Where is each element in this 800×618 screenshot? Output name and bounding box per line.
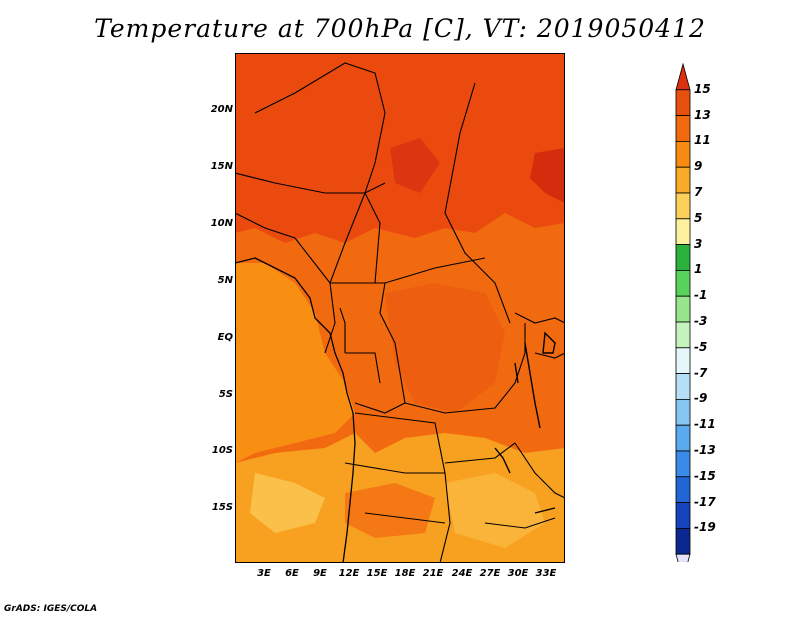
colorbar-top-arrow xyxy=(675,62,691,91)
colorbar-box xyxy=(675,476,691,503)
colorbar-label: -19 xyxy=(694,520,716,535)
lon-tick: 6E xyxy=(285,568,299,579)
lakes xyxy=(494,331,556,514)
lat-tick: EQ xyxy=(217,332,233,343)
field-west-cool xyxy=(235,263,355,463)
colorbar-box xyxy=(675,373,691,400)
colorbar-label: 7 xyxy=(694,185,703,199)
colorbar-box xyxy=(675,218,691,246)
colorbar-label: 11 xyxy=(694,133,711,148)
colorbar-box xyxy=(675,166,691,194)
colorbar-box xyxy=(675,321,691,349)
colorbar-box xyxy=(675,141,691,168)
colorbar-label: 1 xyxy=(694,262,703,277)
credit-text: GrADS: IGES/COLA xyxy=(4,604,98,614)
field-southeast-pale xyxy=(445,473,545,548)
colorbar-box xyxy=(675,244,691,271)
lon-tick: 24E xyxy=(451,568,473,579)
colorbar-label: -13 xyxy=(694,443,716,457)
colorbar-box xyxy=(675,450,691,478)
colorbar-box xyxy=(675,527,691,555)
lon-tick: 18E xyxy=(394,568,416,579)
lat-tick: 15N xyxy=(210,161,233,172)
colorbar-box xyxy=(675,192,691,220)
lon-tick: 30E xyxy=(507,568,529,579)
temperature-map xyxy=(235,53,565,563)
colorbar-label: -5 xyxy=(694,339,708,354)
lat-tick: 15S xyxy=(211,502,233,513)
map-frame xyxy=(235,53,565,563)
lat-tick: 5N xyxy=(217,275,233,286)
colorbar-box xyxy=(675,347,691,374)
colorbar-box xyxy=(675,424,691,452)
colorbar-label: -15 xyxy=(694,468,716,483)
colorbar-label: 15 xyxy=(694,81,711,96)
colorbar-label: -1 xyxy=(694,288,708,303)
lat-tick: 5S xyxy=(218,389,233,400)
lat-tick: 10S xyxy=(211,445,233,456)
field-congo xyxy=(385,283,505,413)
colorbar-label: -3 xyxy=(694,314,708,328)
colorbar-bottom-arrow xyxy=(675,553,691,562)
colorbar xyxy=(675,62,691,562)
lon-tick: 21E xyxy=(422,568,444,579)
country-borders xyxy=(235,62,565,563)
colorbar-box xyxy=(675,295,691,323)
colorbar-label: -9 xyxy=(694,391,708,406)
field-south-warm-patch xyxy=(345,483,435,538)
colorbar-box xyxy=(675,89,691,116)
colorbar-box xyxy=(675,398,691,426)
colorbar-label: -7 xyxy=(694,365,708,380)
coastline xyxy=(235,257,356,563)
lon-tick: 27E xyxy=(479,568,501,579)
field-south-pale xyxy=(250,473,325,533)
colorbar-label: 5 xyxy=(694,210,703,225)
colorbar-label: -11 xyxy=(694,417,716,432)
colorbar-label: 9 xyxy=(694,159,703,174)
lon-tick: 15E xyxy=(366,568,388,579)
colorbar-label: 3 xyxy=(694,236,703,251)
lon-tick: 33E xyxy=(535,568,557,579)
colorbar-label: 13 xyxy=(694,107,711,122)
chart-title: Temperature at 700hPa [C], VT: 201905041… xyxy=(94,14,706,43)
colorbar-box xyxy=(675,115,691,142)
lat-tick: 10N xyxy=(210,218,233,229)
lon-tick: 9E xyxy=(313,568,327,579)
lat-tick: 20N xyxy=(210,104,233,115)
lon-tick: 3E xyxy=(257,568,271,579)
colorbar-label: -17 xyxy=(694,494,716,509)
colorbar-box xyxy=(675,502,691,529)
field-hot-center xyxy=(390,138,440,193)
colorbar-box xyxy=(675,269,691,297)
field-hot-east xyxy=(530,148,565,203)
lon-tick: 12E xyxy=(338,568,360,579)
